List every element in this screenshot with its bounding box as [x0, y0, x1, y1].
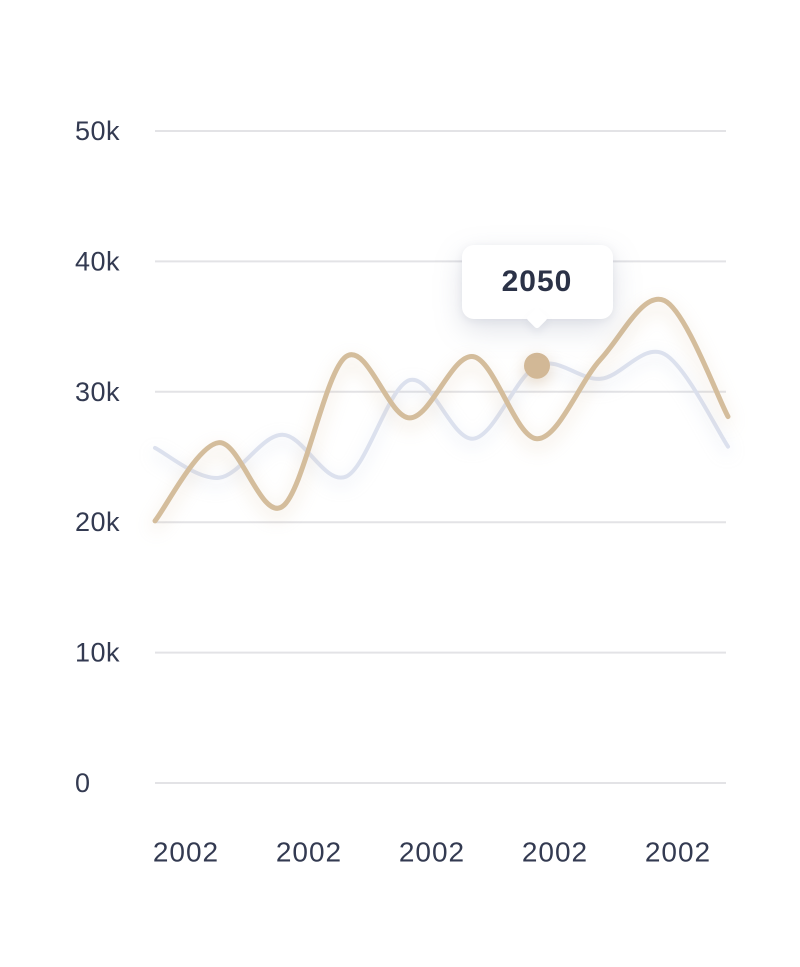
y-axis-tick-label: 30k	[75, 377, 120, 407]
x-axis-tick-label: 2002	[399, 837, 465, 868]
x-axis-tick-label: 2002	[153, 837, 219, 868]
series-line-primary[interactable]	[152, 296, 731, 524]
tooltip-value: 2050	[501, 264, 573, 298]
y-axis-tick-label: 20k	[75, 507, 120, 537]
x-axis-tick-label: 2002	[645, 837, 711, 868]
y-axis-tick-label: 0	[75, 768, 91, 798]
y-axis-tick-label: 50k	[75, 116, 120, 146]
gridlines	[155, 130, 726, 784]
highlight-point[interactable]	[524, 352, 550, 379]
x-axis-tick-label: 2002	[522, 837, 588, 868]
x-axis: 2002 2002 2002 2002 2002	[153, 837, 711, 868]
x-axis-tick-label: 2002	[276, 837, 342, 868]
series-line-secondary[interactable]	[153, 349, 730, 480]
y-axis-tick-label: 40k	[75, 246, 120, 276]
y-axis-tick-label: 10k	[75, 638, 120, 668]
tooltip: 2050	[461, 244, 613, 319]
y-axis: 0 10k 20k 30k 40k 50k	[75, 116, 120, 798]
